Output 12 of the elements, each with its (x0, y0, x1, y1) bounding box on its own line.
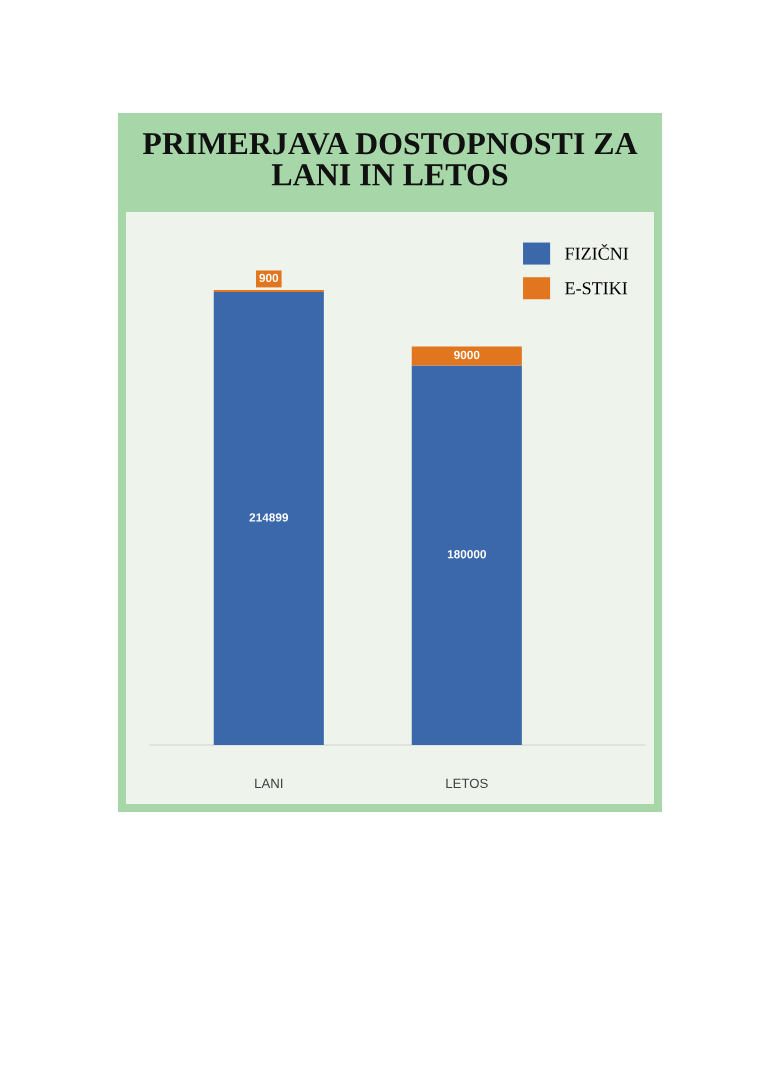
data-label: 214899 (249, 513, 289, 522)
x-tick-label: LANI (255, 778, 283, 788)
data-label: 900 (259, 273, 279, 283)
x-tick-label: LETOS (446, 778, 488, 789)
legend-label: E-STIKI (565, 282, 628, 295)
bar (411, 365, 522, 745)
chart-title: PRIMERJAVA DOSTOPNOSTI ZA LANI IN LETOS (142, 132, 638, 186)
bar (411, 346, 522, 366)
data-label: 9000 (454, 350, 480, 360)
legend-label: FIZIČNI (565, 244, 629, 260)
bar (213, 291, 324, 745)
data-label: 180000 (447, 550, 487, 559)
